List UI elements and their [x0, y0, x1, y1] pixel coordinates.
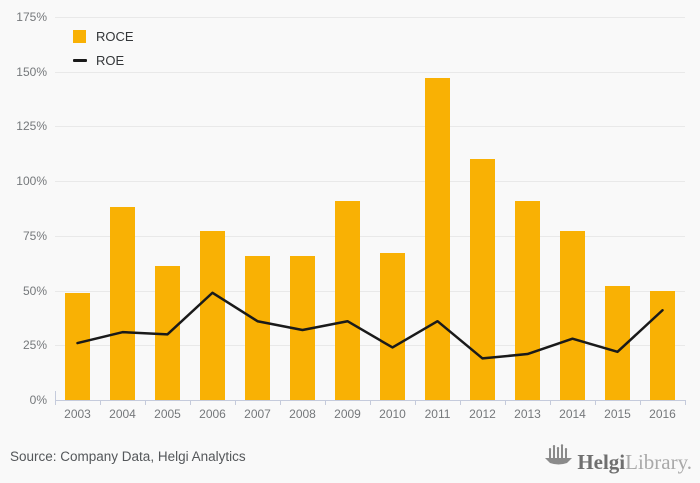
x-axis-tick — [595, 400, 596, 405]
gridline — [55, 17, 685, 18]
x-axis-tick — [550, 400, 551, 405]
bar-2015 — [605, 286, 630, 400]
legend-label-roce: ROCE — [96, 29, 134, 44]
x-axis-label: 2011 — [424, 407, 451, 421]
y-axis-label: 75% — [22, 228, 47, 243]
bar-2008 — [290, 255, 315, 400]
x-axis-tick — [685, 400, 686, 405]
logo-text-library: Library. — [625, 450, 692, 474]
y-axis-label: 150% — [16, 64, 47, 79]
x-axis-label: 2004 — [109, 407, 136, 421]
gridline — [55, 181, 685, 183]
chart-legend: ROCE ROE — [73, 29, 134, 77]
x-axis-tick — [415, 400, 416, 405]
gridline — [55, 71, 685, 73]
x-axis-label: 2008 — [289, 407, 316, 421]
x-axis-tick — [235, 400, 236, 405]
roe-line-layer — [76, 291, 664, 360]
gridline — [55, 235, 685, 237]
gridline — [55, 290, 685, 292]
y-axis-label: 175% — [16, 10, 47, 24]
x-axis-label: 2014 — [559, 407, 586, 421]
x-axis-tick — [325, 400, 326, 405]
x-axis-label: 2015 — [604, 407, 631, 421]
x-axis-tick — [145, 400, 146, 405]
x-axis-tick — [370, 400, 371, 405]
roce-bar-swatch-icon — [73, 30, 86, 43]
bar-2003 — [65, 292, 90, 400]
logo-text-helgi: Helgi — [577, 450, 626, 474]
source-text: Source: Company Data, Helgi Analytics — [10, 449, 246, 464]
x-axis-tick — [640, 400, 641, 405]
x-axis-label: 2012 — [469, 407, 496, 421]
bar-2005 — [155, 266, 180, 400]
bar-2010 — [380, 253, 405, 400]
x-axis-tick — [190, 400, 191, 405]
x-axis-label: 2006 — [199, 407, 226, 421]
bar-2011 — [425, 78, 450, 400]
gridline — [55, 126, 685, 128]
y-axis-label: 25% — [22, 338, 47, 353]
x-axis-label: 2013 — [514, 407, 541, 421]
x-axis-label: 2010 — [379, 407, 406, 421]
ship-icon — [545, 444, 573, 471]
y-axis-label: 0% — [29, 393, 47, 407]
x-axis-tick — [280, 400, 281, 405]
y-axis-label: 50% — [22, 283, 47, 298]
x-axis-label: 2007 — [244, 407, 271, 421]
roe-line-swatch-icon — [73, 59, 87, 62]
x-axis-tick — [505, 400, 506, 405]
x-axis-tick — [460, 400, 461, 405]
bar-2016 — [650, 290, 675, 400]
y-axis-label: 100% — [16, 174, 47, 189]
x-axis-tick — [55, 400, 56, 405]
legend-label-roe: ROE — [96, 53, 125, 68]
y-axis-label: 125% — [16, 119, 47, 134]
x-axis-label: 2003 — [64, 407, 91, 421]
x-axis-label: 2016 — [649, 407, 676, 421]
logo-text: HelgiLibrary. — [577, 450, 692, 474]
helgi-library-logo: HelgiLibrary. — [545, 444, 692, 474]
bar-2007 — [245, 255, 270, 400]
gridline — [55, 345, 685, 347]
bar-2006 — [200, 231, 225, 400]
bar-2013 — [515, 200, 540, 400]
legend-item-roe: ROE — [73, 53, 134, 68]
x-axis-label: 2009 — [334, 407, 361, 421]
legend-item-roce: ROCE — [73, 29, 134, 44]
bar-2014 — [560, 231, 585, 400]
y-axis-stub — [55, 391, 56, 400]
x-axis-tick — [100, 400, 101, 405]
bar-2009 — [335, 200, 360, 400]
bar-2012 — [470, 159, 495, 400]
bar-2004 — [110, 207, 135, 400]
x-axis-label: 2005 — [154, 407, 181, 421]
